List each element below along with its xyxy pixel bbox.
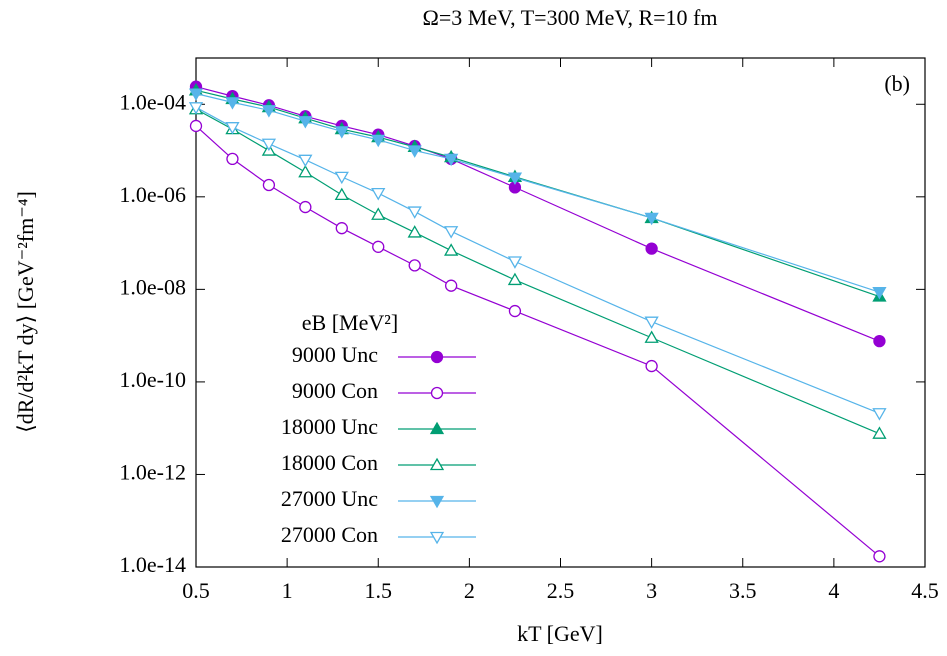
- y-tick-label: 1.0e-08: [119, 274, 186, 299]
- x-tick-label: 2.5: [547, 578, 575, 603]
- point: [262, 178, 276, 192]
- point: [408, 259, 421, 272]
- point: [873, 335, 886, 348]
- legend-marker: [429, 531, 445, 545]
- x-tick-label: 3.5: [729, 578, 757, 603]
- y-axis-label: ⟨dR/d²kT dy⟩ [GeV⁻²fm⁻⁴]: [13, 191, 38, 433]
- series-line: [195, 93, 880, 293]
- point: [371, 134, 386, 148]
- annotation: (b): [884, 71, 910, 96]
- x-tick-label: 4.5: [911, 578, 939, 603]
- legend-marker: [429, 495, 445, 509]
- point: [444, 279, 458, 292]
- point: [334, 126, 349, 139]
- point: [407, 206, 422, 219]
- point: [298, 116, 313, 129]
- point: [407, 145, 422, 158]
- point: [508, 304, 522, 318]
- series-line: [195, 86, 880, 342]
- x-tick-label: 2: [464, 578, 475, 603]
- legend-label: 27000 Con: [281, 522, 378, 547]
- series-line: [195, 89, 880, 298]
- point: [644, 212, 659, 226]
- point: [645, 359, 658, 373]
- y-tick-label: 1.0e-10: [119, 367, 186, 392]
- legend-label: 9000 Con: [292, 378, 378, 403]
- point: [371, 207, 386, 220]
- legend-marker: [429, 457, 445, 471]
- point: [299, 200, 312, 214]
- legend-label: 18000 Unc: [281, 414, 378, 439]
- chart-title: Ω=3 MeV, T=300 MeV, R=10 fm: [423, 5, 718, 30]
- point: [371, 188, 386, 201]
- point: [334, 171, 349, 185]
- legend-marker: [430, 386, 444, 400]
- point: [188, 88, 204, 101]
- point: [872, 408, 887, 421]
- point: [334, 187, 349, 201]
- legend-marker: [429, 421, 445, 435]
- point: [507, 172, 523, 185]
- point: [335, 222, 348, 235]
- point: [644, 316, 659, 330]
- point: [873, 550, 886, 563]
- point: [261, 105, 277, 118]
- point: [507, 256, 523, 269]
- y-tick-label: 1.0e-12: [119, 460, 186, 485]
- legend-label: 9000 Unc: [292, 342, 378, 367]
- point: [444, 153, 459, 167]
- legend-label: 18000 Con: [281, 450, 378, 475]
- point: [644, 330, 659, 343]
- point: [188, 102, 204, 115]
- legend-title: eB [MeV²]: [302, 310, 398, 335]
- x-tick-label: 0.5: [182, 578, 210, 603]
- point: [507, 272, 523, 286]
- point: [407, 225, 422, 238]
- x-tick-label: 1: [282, 578, 293, 603]
- y-tick-label: 1.0e-06: [119, 182, 186, 207]
- x-tick-label: 3: [646, 578, 657, 603]
- point: [444, 226, 459, 239]
- x-tick-label: 4: [828, 578, 839, 603]
- legend-label: 27000 Unc: [281, 486, 378, 511]
- legend-marker: [430, 350, 444, 364]
- point: [872, 287, 887, 300]
- point: [225, 122, 240, 135]
- point: [444, 243, 459, 256]
- point: [189, 119, 203, 133]
- point: [298, 154, 313, 168]
- y-tick-label: 1.0e-04: [119, 89, 186, 114]
- point: [372, 240, 385, 253]
- point: [226, 152, 239, 166]
- y-tick-label: 1.0e-14: [119, 552, 186, 577]
- x-tick-label: 1.5: [365, 578, 393, 603]
- point: [645, 242, 658, 255]
- x-axis-label: kT [GeV]: [517, 621, 603, 646]
- point: [872, 426, 887, 439]
- point: [298, 164, 313, 178]
- series-line: [195, 106, 880, 414]
- point: [225, 97, 240, 110]
- point: [261, 138, 277, 152]
